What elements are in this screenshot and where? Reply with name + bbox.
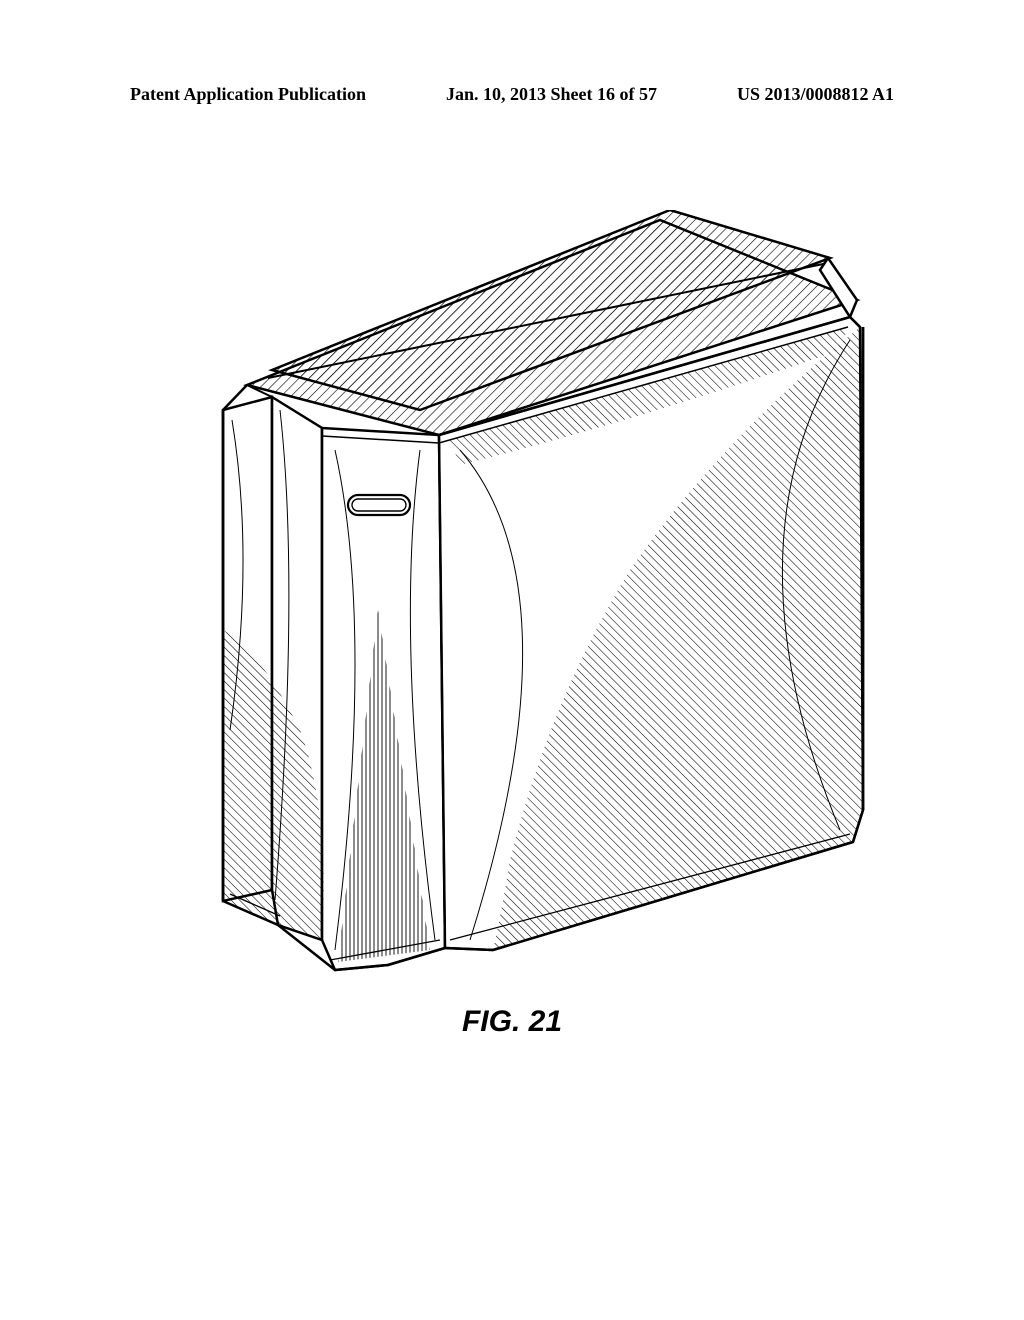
handle-slot bbox=[348, 495, 410, 515]
header-date-sheet: Jan. 10, 2013 Sheet 16 of 57 bbox=[446, 84, 657, 105]
page-header: Patent Application Publication Jan. 10, … bbox=[0, 84, 1024, 105]
header-publication: Patent Application Publication bbox=[130, 84, 366, 105]
container-drawing bbox=[160, 210, 880, 985]
header-patent-number: US 2013/0008812 A1 bbox=[737, 84, 894, 105]
patent-figure bbox=[160, 210, 880, 985]
figure-label-number: 21 bbox=[529, 1005, 562, 1038]
patent-page: Patent Application Publication Jan. 10, … bbox=[0, 0, 1024, 1320]
figure-label-prefix: FIG. bbox=[462, 1005, 520, 1038]
figure-label: FIG. 21 bbox=[0, 1005, 1024, 1039]
